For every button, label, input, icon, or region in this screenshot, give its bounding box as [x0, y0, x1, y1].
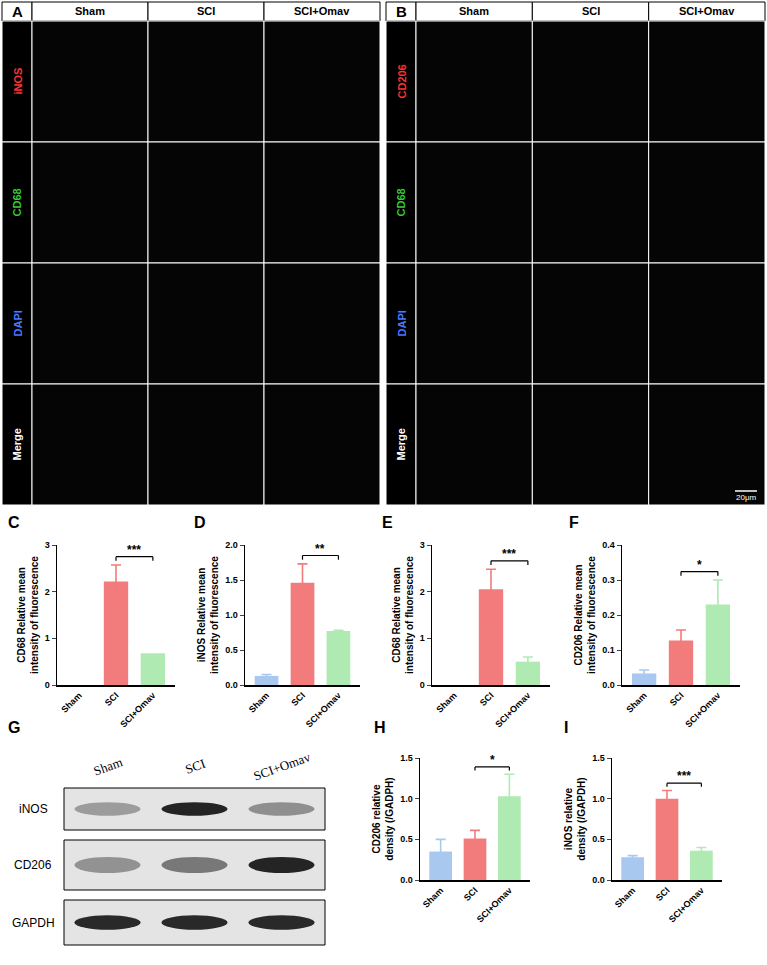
svg-text:Sham: Sham — [624, 690, 648, 714]
svg-text:B: B — [396, 3, 407, 20]
svg-text:G: G — [8, 719, 20, 736]
svg-text:SCI: SCI — [197, 5, 215, 17]
svg-text:0.5: 0.5 — [592, 834, 605, 844]
svg-text:*: * — [697, 558, 702, 572]
svg-text:SCI: SCI — [582, 5, 600, 17]
svg-text:2: 2 — [45, 587, 50, 597]
svg-text:2: 2 — [420, 587, 425, 597]
svg-text:0.2: 0.2 — [602, 610, 615, 620]
svg-text:2.0: 2.0 — [225, 540, 238, 550]
svg-text:Sham: Sham — [91, 754, 124, 778]
svg-text:SCI: SCI — [289, 690, 307, 708]
svg-text:3: 3 — [420, 540, 425, 550]
svg-text:SCI+Omav: SCI+Omav — [475, 885, 514, 924]
svg-text:SCI: SCI — [478, 690, 496, 708]
svg-text:***: *** — [127, 543, 141, 557]
svg-text:C: C — [8, 514, 20, 531]
svg-text:SCI+Omav: SCI+Omav — [251, 749, 312, 784]
svg-text:Sham: Sham — [613, 885, 637, 909]
svg-text:1.0: 1.0 — [225, 610, 238, 620]
svg-text:0: 0 — [420, 680, 425, 690]
svg-text:CD206 Relative meanintensity o: CD206 Relative meanintensity of fluoresc… — [573, 556, 597, 674]
svg-text:CD206: CD206 — [14, 858, 52, 872]
svg-text:CD68 Relative meanintensity of: CD68 Relative meanintensity of fluoresce… — [391, 556, 415, 674]
svg-text:I: I — [564, 719, 568, 736]
svg-text:0.1: 0.1 — [602, 645, 615, 655]
svg-text:0.5: 0.5 — [225, 645, 238, 655]
svg-text:iNOS: iNOS — [19, 802, 48, 816]
svg-text:SCI: SCI — [462, 885, 480, 903]
svg-text:iNOS Relative meanintensity of: iNOS Relative meanintensity of fluoresce… — [196, 556, 220, 674]
svg-text:SCI+Omav: SCI+Omav — [667, 885, 706, 924]
svg-text:CD68 Relative meanintensity of: CD68 Relative meanintensity of fluoresce… — [16, 556, 40, 674]
svg-text:GAPDH: GAPDH — [12, 916, 55, 930]
svg-text:F: F — [569, 514, 579, 531]
svg-text:0.3: 0.3 — [602, 575, 615, 585]
svg-text:0.0: 0.0 — [225, 680, 238, 690]
svg-text:CD68: CD68 — [11, 188, 23, 216]
svg-text:H: H — [374, 719, 386, 736]
svg-text:Sham: Sham — [59, 690, 83, 714]
svg-text:Sham: Sham — [421, 885, 445, 909]
svg-text:SCI+Omav: SCI+Omav — [493, 690, 532, 729]
svg-text:E: E — [382, 514, 393, 531]
svg-text:*: * — [490, 753, 495, 767]
svg-text:1.0: 1.0 — [592, 794, 605, 804]
svg-text:Merge: Merge — [395, 428, 407, 460]
svg-text:SCI+Omav: SCI+Omav — [304, 690, 343, 729]
svg-text:0.0: 0.0 — [592, 875, 605, 885]
svg-text:CD206 relativedensity (/GADPH): CD206 relativedensity (/GADPH) — [371, 777, 395, 860]
svg-text:SCI: SCI — [103, 690, 121, 708]
svg-text:D: D — [194, 514, 206, 531]
svg-text:SCI+Omav: SCI+Omav — [294, 5, 350, 17]
svg-text:Sham: Sham — [459, 5, 489, 17]
svg-text:SCI: SCI — [654, 885, 672, 903]
svg-text:1.5: 1.5 — [225, 575, 238, 585]
svg-text:0.0: 0.0 — [400, 875, 413, 885]
svg-text:SCI: SCI — [668, 690, 686, 708]
svg-text:iNOS relativedensity (/GAPDH): iNOS relativedensity (/GAPDH) — [563, 777, 587, 860]
svg-text:20μm: 20μm — [736, 493, 757, 502]
svg-text:3: 3 — [45, 540, 50, 550]
svg-text:1.5: 1.5 — [400, 753, 413, 763]
svg-text:CD68: CD68 — [395, 188, 407, 216]
svg-text:CD206: CD206 — [396, 64, 408, 98]
svg-text:Merge: Merge — [11, 428, 23, 460]
svg-text:0.4: 0.4 — [602, 540, 615, 550]
svg-text:0: 0 — [45, 680, 50, 690]
svg-text:SCI+Omav: SCI+Omav — [679, 5, 735, 17]
svg-text:***: *** — [502, 547, 516, 561]
svg-text:1.5: 1.5 — [592, 753, 605, 763]
svg-text:SCI: SCI — [183, 756, 207, 777]
svg-text:SCI+Omav: SCI+Omav — [118, 690, 157, 729]
svg-text:DAPI: DAPI — [396, 310, 408, 336]
svg-text:SCI+Omav: SCI+Omav — [683, 690, 722, 729]
svg-text:0.0: 0.0 — [602, 680, 615, 690]
svg-text:Sham: Sham — [75, 5, 105, 17]
svg-text:1: 1 — [420, 633, 425, 643]
svg-text:DAPI: DAPI — [12, 310, 24, 336]
svg-text:A: A — [12, 3, 23, 20]
svg-text:1.0: 1.0 — [400, 794, 413, 804]
svg-text:Sham: Sham — [247, 690, 271, 714]
svg-text:Sham: Sham — [434, 690, 458, 714]
svg-text:**: ** — [315, 542, 325, 556]
svg-text:1: 1 — [45, 633, 50, 643]
svg-text:0.5: 0.5 — [400, 834, 413, 844]
svg-text:iNOS: iNOS — [12, 68, 24, 95]
svg-text:***: *** — [677, 769, 691, 783]
